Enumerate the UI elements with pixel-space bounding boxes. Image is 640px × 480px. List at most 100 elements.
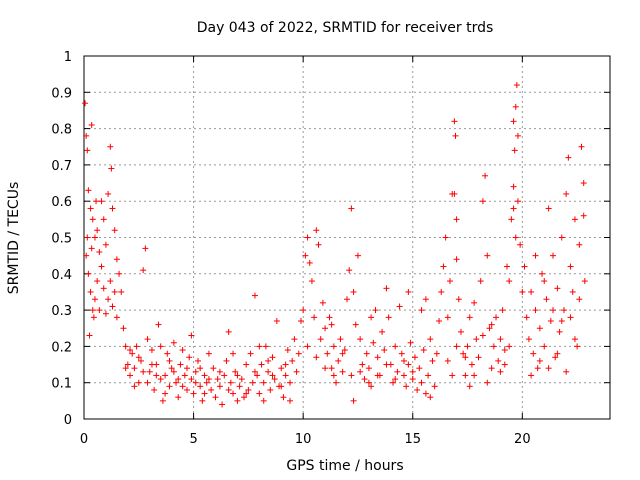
data-point [181,372,188,379]
data-point [221,372,228,379]
data-point [205,350,212,357]
data-point [216,368,223,375]
data-point [85,187,92,194]
data-point [372,307,379,314]
ticks: 00.10.20.30.40.50.60.70.80.910 5 10 15 20 [51,50,610,447]
data-point [394,368,401,375]
data-point [396,303,403,310]
data-point [488,365,495,372]
data-point [427,394,434,401]
data-point [151,386,158,393]
data-point [554,285,561,292]
data-point [302,252,309,259]
data-point [400,372,407,379]
data-point [249,379,256,386]
data-point [405,361,412,368]
data-point [173,379,180,386]
data-point [107,278,114,285]
data-point [197,365,204,372]
data-point [84,147,91,154]
data-point [199,397,206,404]
scatter-series [82,82,588,408]
data-point [484,252,491,259]
data-point [508,216,515,223]
data-point [560,307,567,314]
data-point [462,372,469,379]
data-point [464,343,471,350]
data-point [234,372,241,379]
data-point [238,376,245,383]
data-point [122,343,129,350]
data-point [576,296,583,303]
data-point [414,386,421,393]
data-point [545,205,552,212]
data-point [403,383,410,390]
data-point [88,245,95,252]
data-point [429,357,436,364]
data-point [265,357,272,364]
data-point [210,365,217,372]
data-point [466,314,473,321]
data-point [488,321,495,328]
data-point [83,132,90,139]
data-point [501,347,508,354]
data-point [216,383,223,390]
y-tick-label: 1 [64,50,72,65]
data-point [479,198,486,205]
data-point [319,299,326,306]
y-tick-label: 0.5 [51,232,72,247]
data-point [326,314,333,321]
data-point [236,383,243,390]
data-point [243,361,250,368]
data-point [517,241,524,248]
data-point [499,307,506,314]
y-tick-label: 0.9 [51,86,72,101]
data-point [89,307,96,314]
data-point [91,296,98,303]
data-point [96,249,103,256]
data-point [359,361,366,368]
data-point [230,350,237,357]
data-point [525,336,532,343]
data-point [135,354,142,361]
data-point [271,376,278,383]
data-point [330,343,337,350]
data-point [346,267,353,274]
grid [84,56,610,419]
data-point [230,390,237,397]
data-point [190,390,197,397]
data-point [88,121,95,128]
data-point [122,365,129,372]
data-point [297,317,304,324]
data-point [363,350,370,357]
data-point [205,376,212,383]
data-point [308,278,315,285]
data-point [177,361,184,368]
data-point [109,205,116,212]
data-point [304,234,311,241]
data-point [453,343,460,350]
data-point [254,372,261,379]
data-point [484,379,491,386]
data-point [352,321,359,328]
data-point [127,372,134,379]
data-point [513,82,520,89]
x-tick-label: 20 [514,432,531,447]
data-point [306,259,313,266]
data-point [287,397,294,404]
data-point [166,357,173,364]
data-point [558,234,565,241]
data-point [91,234,98,241]
data-point [528,288,535,295]
data-point [188,332,195,339]
data-point [223,357,230,364]
data-point [201,372,208,379]
data-point [490,343,497,350]
data-point [83,252,90,259]
data-point [427,336,434,343]
data-point [313,354,320,361]
data-point [140,267,147,274]
data-point [460,350,467,357]
data-point [135,379,142,386]
data-point [282,361,289,368]
